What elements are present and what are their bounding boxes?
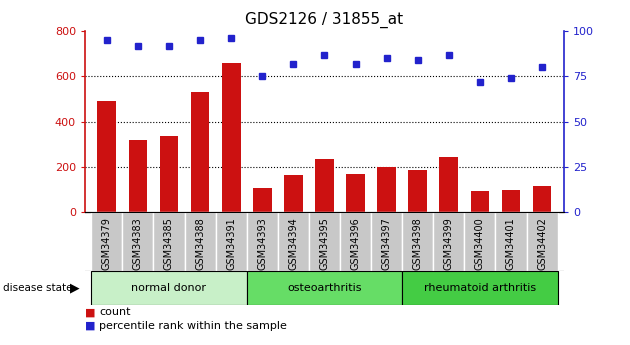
Bar: [346, 174, 365, 212]
Bar: [98, 101, 116, 212]
Bar: [402, 212, 433, 271]
Text: GSM34402: GSM34402: [537, 217, 547, 270]
Text: ■: ■: [85, 307, 96, 317]
Text: ■: ■: [85, 321, 96, 331]
Bar: [471, 191, 490, 212]
Text: normal donor: normal donor: [132, 283, 207, 293]
Bar: [91, 271, 247, 305]
Bar: [433, 212, 464, 271]
Bar: [253, 188, 272, 212]
Bar: [91, 212, 122, 271]
Text: GSM34400: GSM34400: [475, 217, 485, 269]
Bar: [222, 63, 241, 212]
Bar: [408, 170, 427, 212]
Bar: [129, 140, 147, 212]
Text: osteoarthritis: osteoarthritis: [287, 283, 362, 293]
Text: count: count: [99, 307, 130, 317]
Bar: [247, 271, 402, 305]
Text: GSM34395: GSM34395: [319, 217, 329, 270]
Text: GSM34397: GSM34397: [382, 217, 392, 270]
Title: GDS2126 / 31855_at: GDS2126 / 31855_at: [246, 12, 403, 28]
Bar: [215, 212, 247, 271]
Bar: [122, 212, 154, 271]
Bar: [402, 271, 558, 305]
Text: GSM34383: GSM34383: [133, 217, 143, 269]
Bar: [464, 212, 495, 271]
Bar: [501, 189, 520, 212]
Bar: [527, 212, 558, 271]
Bar: [495, 212, 527, 271]
Bar: [340, 212, 371, 271]
Text: GSM34385: GSM34385: [164, 217, 174, 270]
Text: rheumatoid arthritis: rheumatoid arthritis: [424, 283, 536, 293]
Bar: [440, 157, 458, 212]
Text: GSM34396: GSM34396: [350, 217, 360, 269]
Bar: [309, 212, 340, 271]
Bar: [185, 212, 215, 271]
Bar: [247, 212, 278, 271]
Text: ▶: ▶: [69, 282, 79, 295]
Text: GSM34388: GSM34388: [195, 217, 205, 269]
Text: GSM34394: GSM34394: [289, 217, 299, 269]
Text: GSM34379: GSM34379: [102, 217, 112, 270]
Text: GSM34401: GSM34401: [506, 217, 516, 269]
Bar: [315, 159, 334, 212]
Text: GSM34391: GSM34391: [226, 217, 236, 269]
Bar: [377, 167, 396, 212]
Bar: [533, 186, 551, 212]
Bar: [284, 175, 302, 212]
Text: disease state: disease state: [3, 283, 72, 293]
Text: GSM34393: GSM34393: [257, 217, 267, 269]
Text: percentile rank within the sample: percentile rank within the sample: [99, 321, 287, 331]
Bar: [154, 212, 185, 271]
Text: GSM34399: GSM34399: [444, 217, 454, 269]
Text: GSM34398: GSM34398: [413, 217, 423, 269]
Bar: [159, 136, 178, 212]
Bar: [191, 92, 209, 212]
Bar: [278, 212, 309, 271]
Bar: [371, 212, 402, 271]
